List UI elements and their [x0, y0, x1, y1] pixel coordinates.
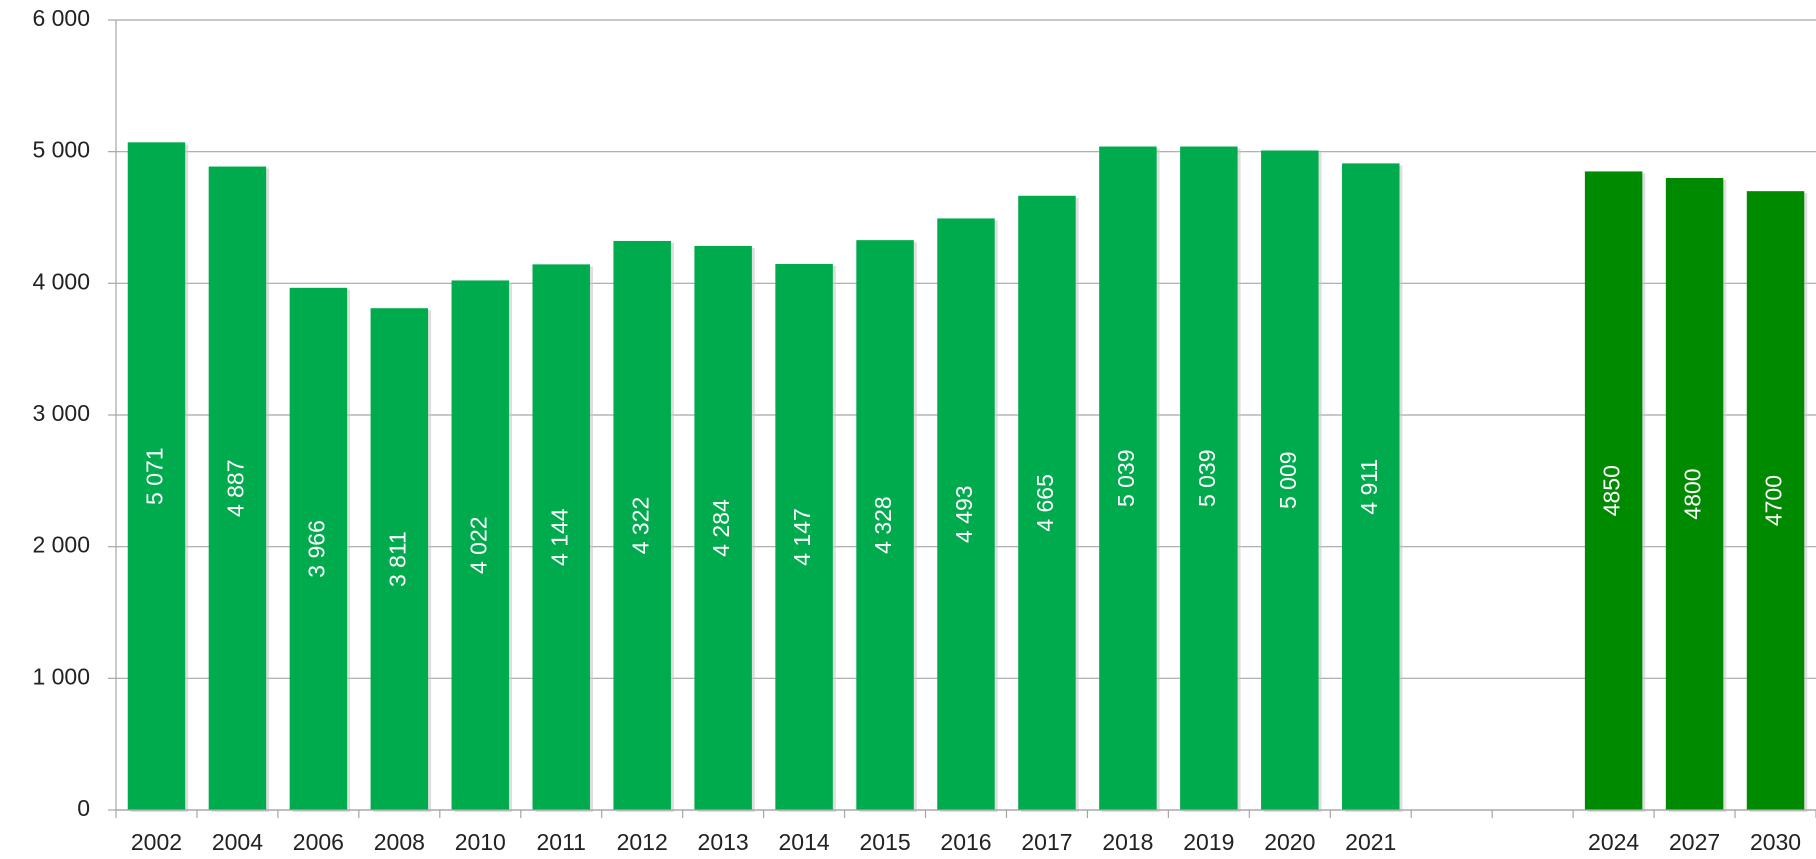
bar	[856, 240, 914, 810]
x-tick-label: 2012	[617, 829, 668, 855]
bar	[1018, 195, 1076, 810]
value-label: 4 911	[1356, 459, 1382, 515]
y-tick-label: 0	[77, 795, 90, 821]
x-tick-label: 2027	[1669, 829, 1720, 855]
value-label: 4 328	[870, 496, 896, 554]
x-tick-label: 2016	[940, 829, 991, 855]
x-tick-label: 2014	[779, 829, 830, 855]
y-tick-label: 5 000	[32, 137, 90, 163]
value-label: 3 966	[303, 520, 329, 578]
x-tick-label: 2011	[537, 829, 586, 855]
x-tick-label: 2015	[859, 829, 910, 855]
x-tick-label: 2010	[455, 829, 506, 855]
x-tick-label: 2019	[1183, 829, 1234, 855]
x-tick-label: 2030	[1750, 829, 1801, 855]
bar	[937, 218, 995, 811]
y-tick-label: 6 000	[32, 5, 90, 31]
bar	[451, 280, 510, 811]
value-label: 5 039	[1113, 449, 1139, 507]
value-label: 4 284	[708, 499, 734, 557]
bar	[289, 287, 348, 810]
value-label: 4850	[1599, 465, 1625, 516]
bar	[694, 245, 752, 810]
y-tick-label: 1 000	[32, 663, 90, 689]
bar	[1665, 178, 1724, 810]
value-label: 5 039	[1194, 449, 1220, 507]
bar	[1584, 171, 1643, 810]
bar	[127, 142, 186, 810]
value-label: 4 022	[465, 516, 491, 574]
bar	[208, 166, 267, 811]
bar	[613, 240, 671, 811]
value-label: 4 147	[789, 508, 815, 566]
value-label: 4 322	[627, 497, 653, 555]
x-tick-label: 2021	[1345, 829, 1396, 855]
x-tick-label: 2024	[1588, 829, 1639, 855]
y-tick-label: 2 000	[32, 532, 90, 558]
bar	[532, 264, 590, 811]
bar	[1180, 146, 1238, 810]
x-tick-label: 2004	[212, 829, 263, 855]
y-tick-label: 3 000	[32, 400, 90, 426]
x-tick-label: 2017	[1021, 829, 1072, 855]
x-tick-label: 2002	[131, 829, 182, 855]
bar	[1746, 191, 1805, 810]
bar	[1261, 150, 1319, 810]
bar	[775, 263, 833, 810]
bar	[370, 308, 429, 810]
value-label: 4 493	[951, 485, 977, 543]
value-label: 5 009	[1275, 451, 1301, 509]
x-tick-label: 2013	[698, 829, 749, 855]
value-label: 4 665	[1032, 474, 1058, 532]
value-label: 4800	[1680, 468, 1706, 519]
bar	[1099, 146, 1157, 810]
x-tick-label: 2018	[1102, 829, 1153, 855]
value-label: 4 887	[223, 459, 249, 517]
value-label: 3 811	[384, 531, 410, 587]
y-tick-label: 4 000	[32, 268, 90, 294]
value-label: 4700	[1761, 475, 1787, 526]
x-tick-label: 2020	[1264, 829, 1315, 855]
value-label: 5 071	[142, 447, 168, 505]
x-tick-label: 2006	[293, 829, 344, 855]
value-label: 4 144	[546, 508, 572, 566]
x-tick-label: 2008	[374, 829, 425, 855]
bar	[1342, 163, 1400, 810]
